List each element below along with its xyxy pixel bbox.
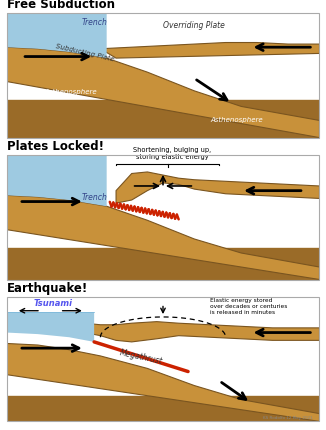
Text: Subducting Plate: Subducting Plate [55, 43, 115, 62]
Text: Free Subduction: Free Subduction [7, 0, 114, 11]
Polygon shape [100, 43, 319, 58]
Text: Asthenosphere: Asthenosphere [210, 117, 262, 123]
Polygon shape [7, 248, 319, 280]
Text: Overriding Plate: Overriding Plate [163, 22, 225, 31]
Polygon shape [7, 344, 319, 421]
Polygon shape [116, 172, 319, 203]
Polygon shape [7, 312, 94, 342]
Text: Earthquake!: Earthquake! [7, 282, 88, 295]
Polygon shape [7, 195, 319, 280]
Polygon shape [7, 100, 319, 138]
Polygon shape [7, 155, 107, 206]
Polygon shape [7, 13, 107, 58]
Polygon shape [7, 47, 319, 138]
Polygon shape [7, 396, 319, 421]
Text: Shortening, bulging up,
storing elastic energy: Shortening, bulging up, storing elastic … [133, 147, 212, 160]
Text: KS Rodolfo 12 May 2021: KS Rodolfo 12 May 2021 [263, 416, 313, 420]
Text: Megathrust: Megathrust [119, 348, 163, 366]
Text: Asthenosphere: Asthenosphere [44, 89, 97, 95]
Text: Tsunami: Tsunami [34, 299, 73, 308]
Text: Plates Locked!: Plates Locked! [7, 140, 104, 153]
Text: Elastic energy stored
over decades or centuries
is released in minutes: Elastic energy stored over decades or ce… [210, 298, 287, 315]
Text: Trench: Trench [81, 193, 107, 202]
Text: Trench: Trench [81, 18, 107, 28]
Polygon shape [85, 322, 319, 342]
